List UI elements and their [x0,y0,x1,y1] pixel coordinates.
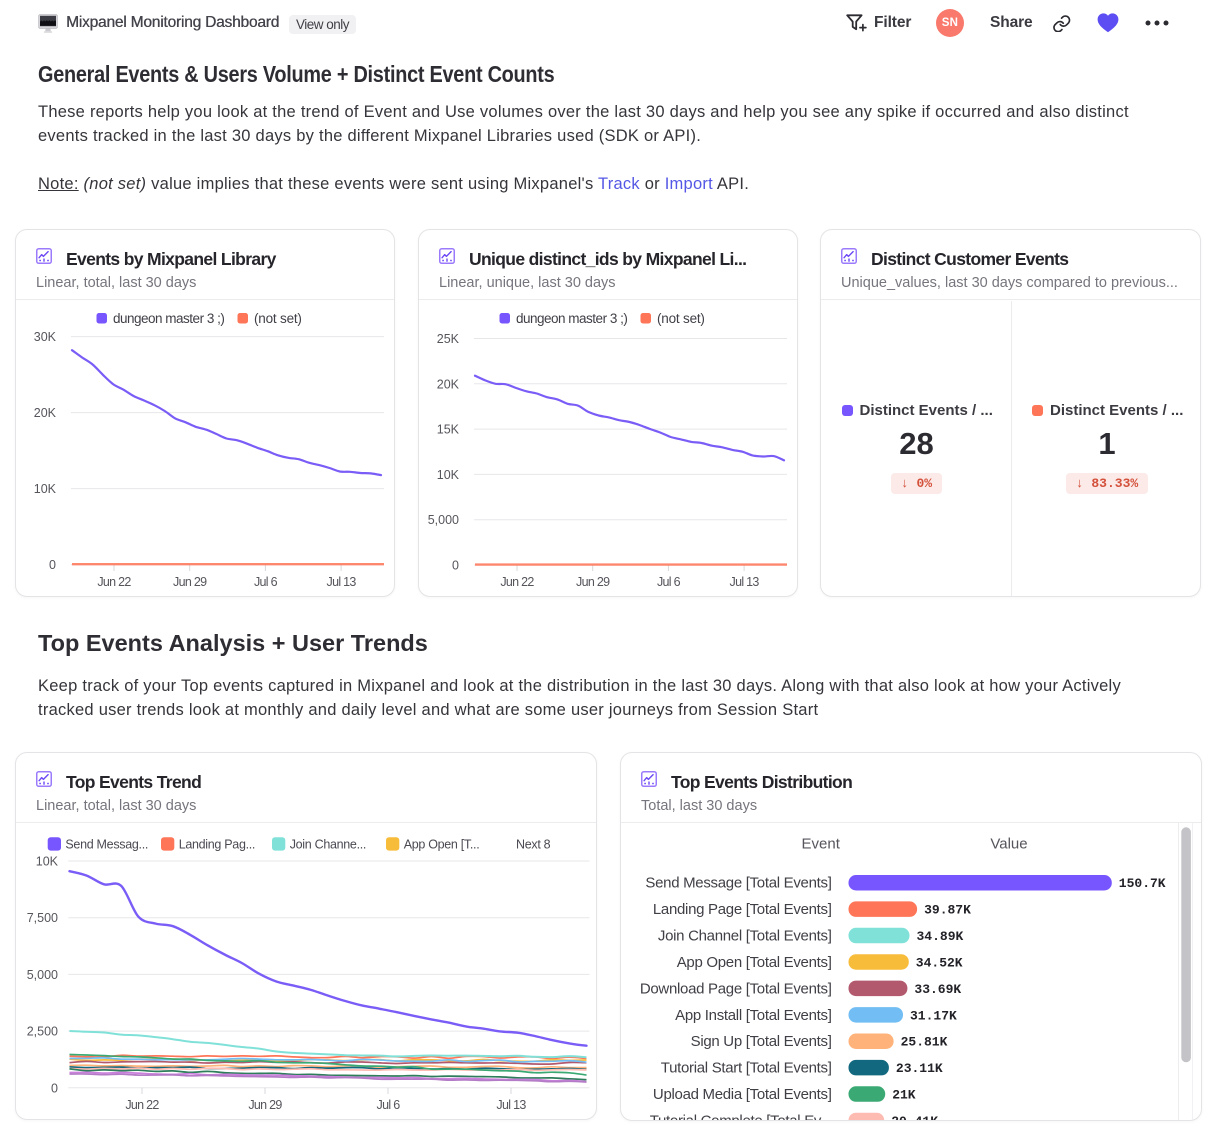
svg-text:Landing Page [Total Events]: Landing Page [Total Events] [653,901,832,918]
svg-text:0: 0 [51,1081,58,1095]
svg-text:(not set): (not set) [657,311,705,326]
svg-text:dungeon master 3 ;): dungeon master 3 ;) [113,311,224,326]
svg-text:Upload Media [Total Events]: Upload Media [Total Events] [653,1086,832,1103]
svg-text:23.11K: 23.11K [896,1061,943,1076]
svg-text:10K: 10K [34,482,57,496]
svg-text:34.89K: 34.89K [917,929,964,944]
svg-text:Jul 6: Jul 6 [377,1098,401,1112]
svg-text:Sign Up [Total Events]: Sign Up [Total Events] [691,1033,832,1050]
svg-text:0: 0 [452,559,459,573]
svg-text:Value: Value [990,836,1027,853]
svg-text:Landing Pag...: Landing Pag... [179,838,255,852]
svg-text:Join Channel [Total Events]: Join Channel [Total Events] [658,928,832,945]
svg-text:Send Messag...: Send Messag... [65,838,148,852]
svg-text:Event: Event [802,836,841,853]
svg-text:33.69K: 33.69K [914,982,961,997]
svg-text:0: 0 [49,558,56,572]
svg-text:Jun 29: Jun 29 [173,575,207,589]
svg-text:25.81K: 25.81K [901,1035,948,1050]
svg-text:34.52K: 34.52K [916,956,963,971]
svg-text:25K: 25K [437,332,460,346]
svg-text:Jul 13: Jul 13 [327,575,357,589]
svg-text:Jul 13: Jul 13 [496,1098,526,1112]
svg-text:20K: 20K [437,377,460,391]
svg-text:dungeon master 3 ;): dungeon master 3 ;) [516,311,627,326]
svg-text:150.7K: 150.7K [1119,876,1166,891]
svg-text:Jun 29: Jun 29 [576,575,610,589]
svg-text:5,000: 5,000 [27,968,58,982]
svg-text:15K: 15K [437,423,460,437]
svg-text:Jul 6: Jul 6 [254,575,278,589]
svg-text:Jun 22: Jun 22 [97,575,131,589]
svg-text:Jul 6: Jul 6 [657,575,681,589]
svg-text:Send Message [Total Events]: Send Message [Total Events] [645,875,831,892]
svg-text:20K: 20K [34,406,57,420]
svg-text:Jun 22: Jun 22 [500,575,534,589]
svg-text:(not set): (not set) [254,311,302,326]
svg-text:7,500: 7,500 [27,911,58,925]
svg-text:2,500: 2,500 [27,1025,58,1039]
svg-text:21K: 21K [892,1088,916,1103]
svg-text:10K: 10K [36,855,59,869]
svg-text:10K: 10K [437,468,460,482]
svg-text:Tutorial Start [Total Events]: Tutorial Start [Total Events] [661,1060,832,1077]
svg-text:20.41K: 20.41K [891,1114,938,1121]
svg-text:App Open [T...: App Open [T... [404,838,480,852]
svg-text:31.17K: 31.17K [910,1008,957,1023]
svg-text:Jun 22: Jun 22 [125,1098,159,1112]
svg-text:Tutorial Complete [Total Ev...: Tutorial Complete [Total Ev... [650,1113,832,1122]
svg-text:App Install [Total Events]: App Install [Total Events] [675,1007,832,1024]
svg-text:5,000: 5,000 [428,513,459,527]
svg-text:Jun 29: Jun 29 [248,1098,282,1112]
svg-text:App Open [Total Events]: App Open [Total Events] [677,954,832,971]
svg-text:30K: 30K [34,330,57,344]
svg-text:Join Channe...: Join Channe... [290,838,366,852]
svg-text:Jul 13: Jul 13 [730,575,760,589]
svg-text:Next 8: Next 8 [516,838,551,852]
svg-text:Download Page [Total Events]: Download Page [Total Events] [640,980,832,997]
svg-text:39.87K: 39.87K [924,903,971,918]
